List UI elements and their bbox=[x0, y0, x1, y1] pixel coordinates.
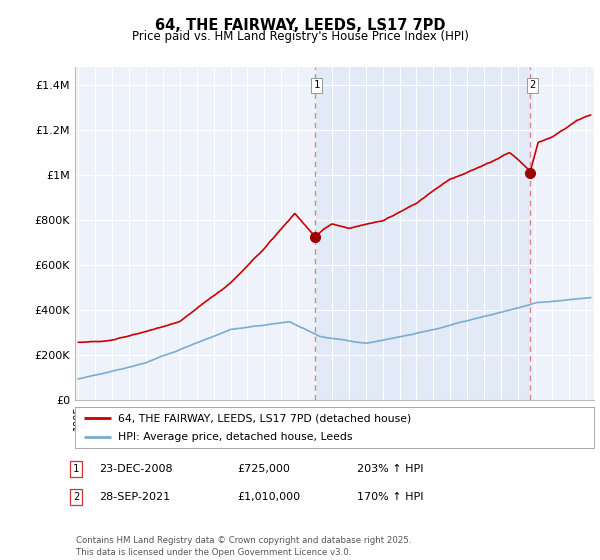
Text: 23-DEC-2008: 23-DEC-2008 bbox=[99, 464, 173, 474]
Text: 170% ↑ HPI: 170% ↑ HPI bbox=[357, 492, 424, 502]
Text: 28-SEP-2021: 28-SEP-2021 bbox=[99, 492, 170, 502]
Text: 2: 2 bbox=[73, 492, 79, 502]
Text: Contains HM Land Registry data © Crown copyright and database right 2025.
This d: Contains HM Land Registry data © Crown c… bbox=[76, 536, 412, 557]
Text: 1: 1 bbox=[314, 80, 320, 90]
Text: 64, THE FAIRWAY, LEEDS, LS17 7PD: 64, THE FAIRWAY, LEEDS, LS17 7PD bbox=[155, 18, 445, 33]
Text: Price paid vs. HM Land Registry's House Price Index (HPI): Price paid vs. HM Land Registry's House … bbox=[131, 30, 469, 43]
Bar bbox=[315, 67, 530, 400]
Text: 64, THE FAIRWAY, LEEDS, LS17 7PD (detached house): 64, THE FAIRWAY, LEEDS, LS17 7PD (detach… bbox=[118, 413, 411, 423]
Text: 203% ↑ HPI: 203% ↑ HPI bbox=[357, 464, 424, 474]
Text: HPI: Average price, detached house, Leeds: HPI: Average price, detached house, Leed… bbox=[118, 432, 352, 442]
Text: £1,010,000: £1,010,000 bbox=[237, 492, 300, 502]
Text: £725,000: £725,000 bbox=[237, 464, 290, 474]
Text: 2: 2 bbox=[529, 80, 535, 90]
Text: 1: 1 bbox=[73, 464, 79, 474]
